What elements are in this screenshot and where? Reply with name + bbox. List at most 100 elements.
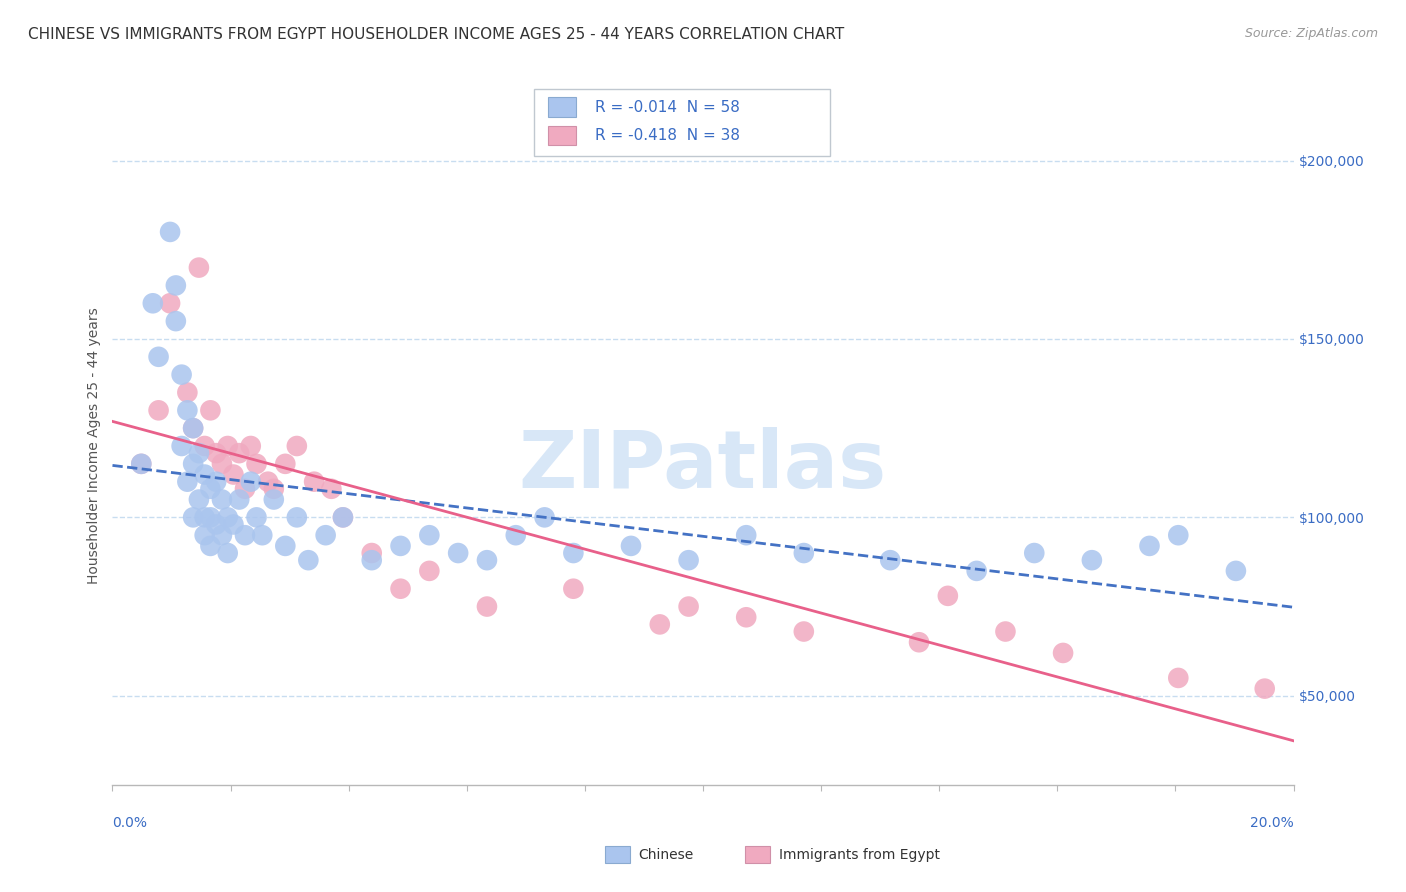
Point [148, 403, 170, 417]
Text: Chinese: Chinese [638, 847, 693, 862]
Point [205, 475, 228, 489]
Point [1167, 671, 1189, 685]
Point [447, 546, 470, 560]
Point [200, 510, 222, 524]
Point [205, 446, 228, 460]
Point [233, 528, 256, 542]
Point [285, 510, 308, 524]
Point [187, 492, 209, 507]
Point [735, 528, 758, 542]
Point [263, 492, 285, 507]
Point [1167, 528, 1189, 542]
Point [263, 482, 285, 496]
Point [194, 467, 217, 482]
Point [285, 439, 308, 453]
Point [159, 225, 181, 239]
Point [735, 610, 758, 624]
Point [181, 510, 204, 524]
Point [321, 482, 343, 496]
Text: 20.0%: 20.0% [1250, 816, 1294, 830]
Text: Immigrants from Egypt: Immigrants from Egypt [779, 847, 941, 862]
Point [165, 278, 187, 293]
Point [257, 475, 280, 489]
Point [505, 528, 527, 542]
Point [389, 539, 412, 553]
Text: R = -0.014  N = 58: R = -0.014 N = 58 [595, 100, 740, 114]
Point [228, 492, 250, 507]
Point [475, 553, 498, 567]
Point [1052, 646, 1074, 660]
Point [332, 510, 354, 524]
Text: Source: ZipAtlas.com: Source: ZipAtlas.com [1244, 27, 1378, 40]
Point [245, 457, 267, 471]
Point [966, 564, 988, 578]
Point [360, 546, 382, 560]
Point [252, 528, 274, 542]
Point [245, 510, 267, 524]
Point [475, 599, 498, 614]
Point [274, 457, 297, 471]
Point [200, 539, 222, 553]
Point [217, 546, 239, 560]
Point [181, 457, 204, 471]
Text: 0.0%: 0.0% [112, 816, 148, 830]
Point [176, 403, 198, 417]
Point [129, 457, 152, 471]
Point [200, 482, 222, 496]
Point [315, 528, 337, 542]
Point [418, 528, 440, 542]
Point [936, 589, 959, 603]
Point [793, 546, 815, 560]
Point [418, 564, 440, 578]
Point [239, 439, 262, 453]
Point [222, 517, 245, 532]
Point [176, 385, 198, 400]
Point [205, 517, 228, 532]
Point [165, 314, 187, 328]
Point [879, 553, 901, 567]
Point [170, 439, 193, 453]
Point [228, 446, 250, 460]
Point [360, 553, 382, 567]
Point [194, 528, 217, 542]
Point [389, 582, 412, 596]
Point [170, 368, 193, 382]
Text: ZIPatlas: ZIPatlas [519, 427, 887, 506]
Point [200, 403, 222, 417]
Point [1081, 553, 1104, 567]
Point [1254, 681, 1277, 696]
Point [1139, 539, 1161, 553]
Point [302, 475, 325, 489]
Point [194, 439, 217, 453]
Point [297, 553, 319, 567]
Point [648, 617, 671, 632]
Point [217, 510, 239, 524]
Point [793, 624, 815, 639]
Y-axis label: Householder Income Ages 25 - 44 years: Householder Income Ages 25 - 44 years [87, 308, 101, 584]
Point [211, 457, 233, 471]
Point [181, 421, 204, 435]
Point [1225, 564, 1247, 578]
Point [187, 260, 209, 275]
Point [142, 296, 165, 310]
Text: R = -0.418  N = 38: R = -0.418 N = 38 [595, 128, 740, 143]
Point [562, 546, 585, 560]
Point [148, 350, 170, 364]
Point [187, 446, 209, 460]
Point [678, 553, 700, 567]
Point [533, 510, 555, 524]
Point [620, 539, 643, 553]
Point [678, 599, 700, 614]
Text: CHINESE VS IMMIGRANTS FROM EGYPT HOUSEHOLDER INCOME AGES 25 - 44 YEARS CORRELATI: CHINESE VS IMMIGRANTS FROM EGYPT HOUSEHO… [28, 27, 845, 42]
Point [562, 582, 585, 596]
Point [176, 475, 198, 489]
Point [194, 510, 217, 524]
Point [222, 467, 245, 482]
Point [211, 528, 233, 542]
Point [239, 475, 262, 489]
Point [129, 457, 152, 471]
Point [211, 492, 233, 507]
Point [908, 635, 931, 649]
Point [233, 482, 256, 496]
Point [332, 510, 354, 524]
